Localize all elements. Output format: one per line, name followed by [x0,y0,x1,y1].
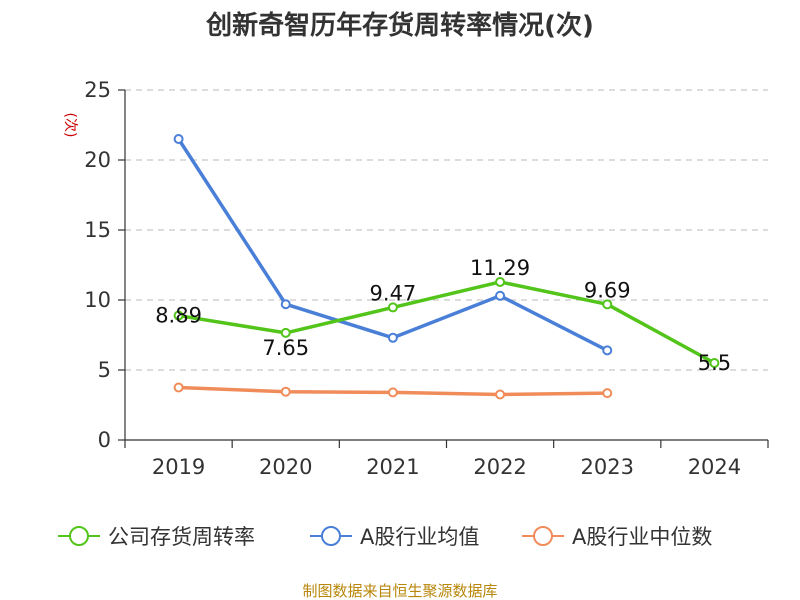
data-point [280,386,291,397]
legend-item: A股行业中位数 [522,525,712,549]
legend-marker [69,526,89,546]
data-point [495,290,506,301]
legend-label: A股行业中位数 [572,525,712,549]
y-tick-label: 15 [84,218,111,242]
data-label: 5.5 [698,351,731,375]
legend-marker [533,526,553,546]
data-point [709,358,720,368]
x-tick-label: 2020 [259,455,312,479]
data-point [602,299,613,310]
data-point [387,387,398,398]
data-point [173,382,184,393]
data-point [173,134,184,144]
legend-label: A股行业均值 [360,525,479,549]
y-tick-label: 25 [84,78,111,102]
x-tick-labels: 2019 2020 2021 2022 2023 2024 [152,455,741,479]
x-tick-label: 2021 [366,455,419,479]
data-label: 11.29 [470,256,530,280]
data-point [387,332,398,343]
legend-marker [321,526,341,546]
data-point [280,299,291,310]
y-tick-labels: 0 5 10 15 20 25 [84,78,111,452]
x-tick-label: 2024 [688,455,741,479]
data-label: 9.47 [370,281,417,305]
x-tick-label: 2022 [473,455,526,479]
legend-label: 公司存货周转率 [108,525,255,549]
y-axis-label: (次) [62,113,78,138]
data-point [387,302,398,313]
series-line [176,280,717,365]
series-lines [176,137,717,397]
y-tick-label: 5 [98,358,111,382]
source-note: 制图数据来自恒生聚源数据库 [302,582,497,600]
gridlines [125,89,768,371]
series-points [173,134,720,400]
legend-item: A股行业均值 [310,525,479,549]
chart-title: 创新奇智历年存货周转率情况(次) [205,10,594,41]
data-point [280,327,291,338]
y-tick-label: 20 [84,148,111,172]
y-tick-label: 10 [84,288,111,312]
y-tick-label: 0 [98,428,111,452]
series-line [176,137,609,353]
x-tick-label: 2019 [152,455,205,479]
data-point [173,310,184,321]
data-point [495,276,506,287]
data-label: 8.89 [155,304,202,328]
data-labels: 8.89 7.65 9.47 11.29 9.69 5.5 [155,256,731,375]
legend: 公司存货周转率 A股行业均值 A股行业中位数 [58,525,712,549]
data-point [495,389,506,400]
x-tick-label: 2023 [581,455,634,479]
legend-item: 公司存货周转率 [58,525,255,549]
data-point [602,388,613,399]
data-label: 7.65 [262,336,309,360]
axes [118,89,769,448]
data-label: 9.69 [584,278,631,302]
data-point [602,345,613,356]
